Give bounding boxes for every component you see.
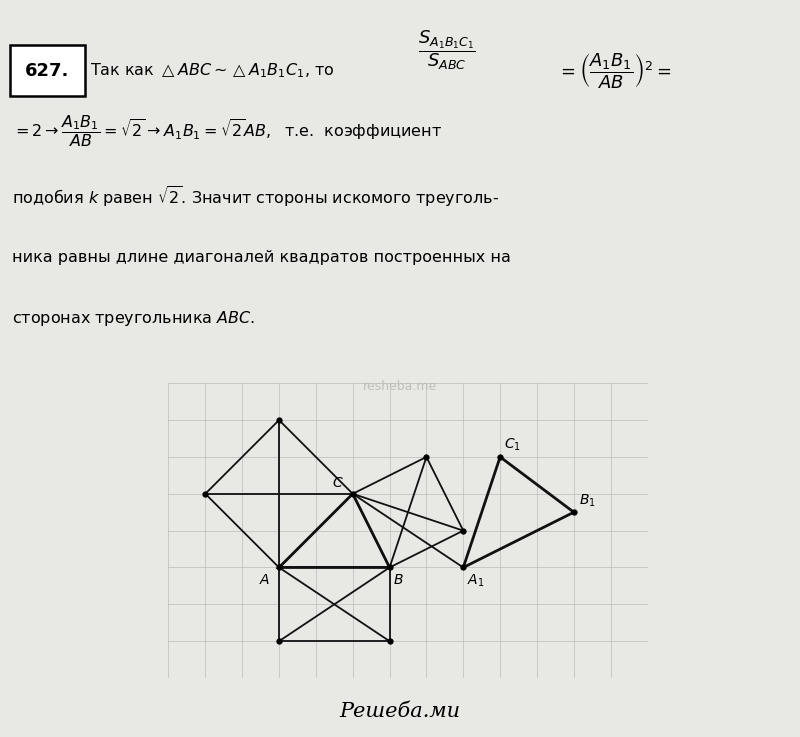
Text: $A_1$: $A_1$ (467, 573, 485, 590)
Text: $B_1$: $B_1$ (579, 492, 596, 509)
Text: подобия $k$ равен $\sqrt{2}$. Значит стороны искомого треуголь-: подобия $k$ равен $\sqrt{2}$. Значит сто… (12, 184, 499, 209)
Text: resheba.me: resheba.me (363, 380, 437, 394)
Text: Так как $\triangle ABC{\sim}\triangle A_1B_1C_1$, то: Так как $\triangle ABC{\sim}\triangle A_… (90, 61, 335, 80)
Text: $A$: $A$ (258, 573, 270, 587)
Text: $= \left(\dfrac{A_1B_1}{AB}\right)^2 =$: $= \left(\dfrac{A_1B_1}{AB}\right)^2 =$ (557, 52, 671, 90)
Text: сторонах треугольника $ABC$.: сторонах треугольника $ABC$. (12, 309, 255, 327)
Text: $B$: $B$ (394, 573, 404, 587)
Text: ника равны длине диагоналей квадратов построенных на: ника равны длине диагоналей квадратов по… (12, 250, 510, 265)
Text: 627.: 627. (25, 62, 70, 80)
Text: $= 2 \to \dfrac{A_1B_1}{AB} = \sqrt{2} \to A_1B_1 = \sqrt{2}AB,$  т.е.  коэффици: $= 2 \to \dfrac{A_1B_1}{AB} = \sqrt{2} \… (12, 113, 442, 150)
Text: Решеба.ми: Решеба.ми (339, 702, 461, 721)
Text: $C_1$: $C_1$ (504, 437, 521, 453)
Text: $C$: $C$ (332, 476, 343, 490)
Text: $\dfrac{S_{A_1B_1C_1}}{S_{ABC}}$: $\dfrac{S_{A_1B_1C_1}}{S_{ABC}}$ (418, 29, 476, 72)
FancyBboxPatch shape (10, 45, 85, 97)
